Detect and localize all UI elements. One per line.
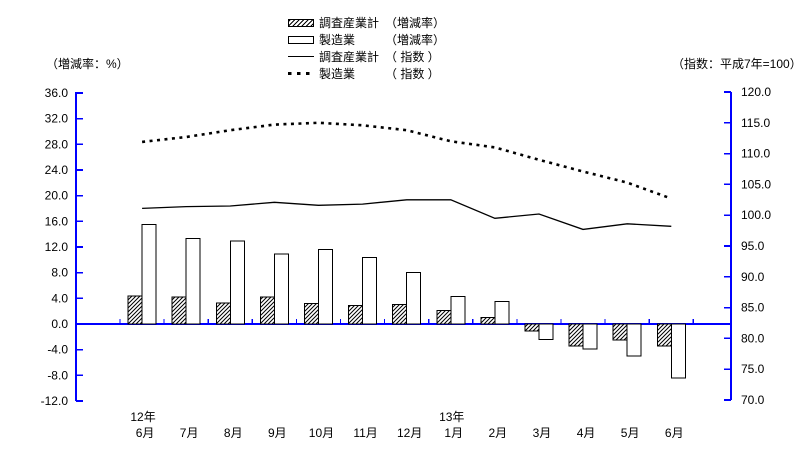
hatched-bar: [259, 296, 275, 325]
left-tick-label: 4.0: [51, 291, 68, 305]
month-label: 1月: [444, 426, 463, 440]
hatched-bar: [568, 323, 584, 347]
month-label: 6月: [665, 426, 684, 440]
left-tick-label: 16.0: [45, 214, 69, 228]
hatched-bar: [171, 296, 187, 325]
open-bar: [229, 240, 245, 325]
hatched-bar: [127, 295, 143, 325]
hatched-swatch-icon: [288, 18, 314, 27]
legend-qualifier: （ 指数 ）: [385, 50, 440, 64]
hatched-bar: [215, 302, 231, 325]
open-bar: [582, 323, 598, 350]
hatched-bar: [348, 304, 364, 325]
legend-item: 製造業 （ 指数 ）: [288, 65, 445, 82]
open-bar: [185, 238, 201, 325]
right-tick-label: 75.0: [741, 362, 765, 376]
legend-item: 製造業 （増減率）: [288, 31, 445, 48]
open-bar: [450, 295, 466, 325]
right-tick-label: 85.0: [741, 301, 765, 315]
open-bar: [406, 272, 422, 325]
hatched-bar: [612, 323, 628, 341]
right-tick-label: 80.0: [741, 331, 765, 345]
open-bar: [670, 323, 686, 379]
open-bar: [141, 224, 157, 325]
open-swatch-icon: [288, 35, 314, 44]
month-label: 6月: [136, 426, 155, 440]
right-axis: 70.0 75.0 80.0 85.0 90.0 95.0 100.0 105.0 110.0 1…: [724, 85, 771, 407]
month-label: 4月: [577, 426, 596, 440]
legend-qualifier: （増減率）: [385, 33, 446, 47]
dotted-line-swatch-icon: [288, 69, 314, 78]
legend-item: 調査産業計 （増減率）: [288, 14, 445, 31]
index-line-solid: [142, 199, 672, 231]
open-bar: [273, 253, 289, 325]
left-tick-label: 12.0: [45, 240, 69, 254]
right-tick-label: 70.0: [741, 393, 765, 407]
month-label: 11月: [353, 426, 377, 440]
index-line-dotted: [141, 121, 672, 200]
month-label: 10月: [309, 426, 334, 440]
right-tick-label: 105.0: [741, 177, 771, 191]
right-axis-title: （指数：平成7年=100）: [672, 57, 800, 71]
open-bar: [362, 256, 378, 325]
left-tick-label: 32.0: [45, 112, 69, 126]
left-tick-label: 36.0: [45, 86, 69, 100]
right-tick-label: 95.0: [741, 239, 765, 253]
left-tick-label: 24.0: [45, 163, 69, 177]
right-tick-label: 100.0: [741, 208, 771, 222]
left-tick-label: 20.0: [45, 189, 69, 203]
right-tick-label: 120.0: [741, 85, 771, 99]
right-tick-label: 90.0: [741, 270, 765, 284]
month-label: 7月: [180, 426, 199, 440]
open-bar: [626, 323, 642, 357]
right-tick-label: 115.0: [741, 116, 770, 130]
left-axis-title: （増減率：%）: [46, 57, 129, 71]
month-label: 3月: [533, 426, 552, 440]
left-tick-label: 8.0: [51, 266, 68, 280]
legend-label: 調査産業計: [319, 16, 380, 30]
month-label: 8月: [224, 426, 243, 440]
month-label: 9月: [268, 426, 287, 440]
open-bar: [538, 323, 554, 340]
hatched-bar: [303, 302, 319, 325]
category-labels: 6月 7月 8月 9月 10月 11月 12月 1月 2月 3月 4月 5月 6月 12年 13年: [130, 410, 683, 440]
open-bar: [317, 249, 333, 325]
hatched-bar: [392, 304, 408, 325]
month-label: 2月: [489, 426, 508, 440]
left-tick-label: -8.0: [47, 368, 68, 382]
right-tick-label: 110.0: [741, 147, 770, 161]
year-label: 12年: [130, 410, 155, 424]
legend-item: 調査産業計 （ 指数 ）: [288, 48, 445, 65]
left-tick-label: -4.0: [47, 343, 68, 357]
legend-qualifier: （増減率）: [385, 16, 446, 30]
month-label: 5月: [621, 426, 640, 440]
hatched-bar: [480, 317, 496, 325]
legend-qualifier: （ 指数 ）: [385, 67, 440, 81]
legend-label: 調査産業計: [319, 50, 380, 64]
left-tick-label: 0.0: [51, 317, 68, 331]
legend-label: 製造業: [319, 33, 356, 47]
left-tick-label: 28.0: [45, 137, 69, 151]
left-axis: -12.0 -8.0 -4.0 0.0 4.0 8.0 12.0 16.0 20.0 24.0 28…: [41, 86, 83, 408]
left-tick-label: -12.0: [41, 394, 69, 408]
legend: 調査産業計 （増減率） 製造業 （増減率） 調査産業計 （ 指数 ） 製造業 （ 指数 ）: [288, 14, 445, 82]
open-bar: [494, 301, 510, 325]
hatched-bar: [436, 310, 452, 325]
solid-line-swatch-icon: [288, 52, 314, 61]
year-label: 13年: [439, 410, 464, 424]
hatched-bar: [524, 323, 540, 332]
bars-group: [127, 224, 686, 379]
hatched-bar: [656, 323, 672, 347]
month-label: 12月: [397, 426, 422, 440]
legend-label: 製造業: [319, 67, 356, 81]
